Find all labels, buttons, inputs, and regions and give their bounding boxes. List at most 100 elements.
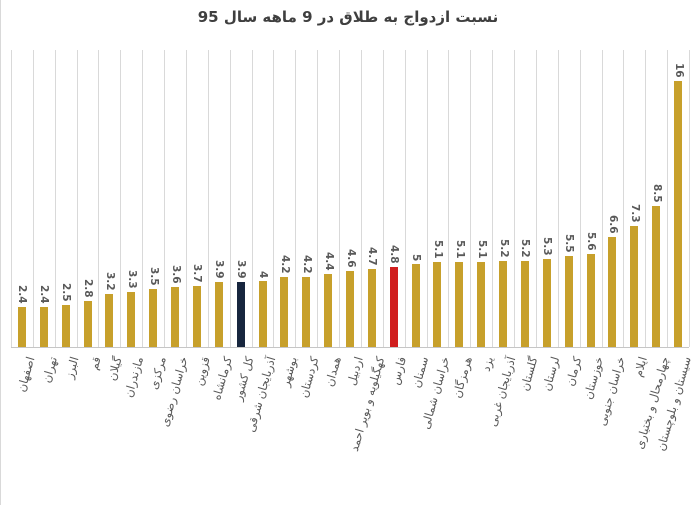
gridline bbox=[142, 50, 143, 347]
bar bbox=[62, 305, 70, 347]
gridline bbox=[405, 50, 406, 347]
bar bbox=[455, 262, 463, 347]
gridline bbox=[339, 50, 340, 347]
bar-value-label: 3.6 bbox=[170, 265, 182, 284]
bar-value-label: 3.7 bbox=[191, 264, 203, 283]
category-label: قزوین bbox=[190, 355, 213, 388]
bar bbox=[171, 287, 179, 347]
bar-value-label: 4.8 bbox=[388, 245, 400, 264]
category-label: خوزستان bbox=[580, 355, 607, 401]
category-label: خراسان شمالی bbox=[418, 355, 453, 431]
bar bbox=[324, 274, 332, 347]
bar-value-label: 2.5 bbox=[60, 283, 72, 302]
gridline bbox=[252, 50, 253, 347]
gridline bbox=[230, 50, 231, 347]
bar bbox=[18, 307, 26, 347]
gridline bbox=[667, 50, 668, 347]
bar-value-label: 5.1 bbox=[476, 240, 488, 259]
bar bbox=[499, 261, 507, 347]
bar-value-label: 2.4 bbox=[38, 285, 50, 304]
bar-value-label: 4 bbox=[257, 270, 269, 278]
bar bbox=[40, 307, 48, 347]
bar bbox=[237, 282, 245, 347]
category-label: گیلان bbox=[104, 355, 125, 383]
bar-value-label: 5.5 bbox=[563, 234, 575, 253]
gridline bbox=[11, 50, 12, 347]
category-label: مرکزی bbox=[145, 355, 169, 391]
category-label: سیستان و بلوچستان bbox=[653, 355, 694, 453]
category-label: مازندران bbox=[121, 355, 147, 399]
bar-value-label: 2.4 bbox=[16, 285, 28, 304]
bar bbox=[390, 267, 398, 347]
gridline bbox=[514, 50, 515, 347]
category-label: آذربایجان شرقی bbox=[243, 355, 279, 434]
bar-value-label: 4.2 bbox=[279, 255, 291, 274]
category-label: اصفهان bbox=[14, 355, 38, 394]
bar bbox=[280, 277, 288, 347]
bar bbox=[674, 81, 682, 347]
gridline bbox=[427, 50, 428, 347]
bar bbox=[652, 206, 660, 347]
category-label: کرمان bbox=[562, 355, 585, 388]
bar-value-label: 4.2 bbox=[301, 255, 313, 274]
bar-value-label: 5.1 bbox=[454, 240, 466, 259]
bar-value-label: 4.6 bbox=[345, 249, 357, 268]
bar-value-label: 5.2 bbox=[519, 239, 531, 258]
gridline bbox=[98, 50, 99, 347]
category-label: کردستان bbox=[296, 355, 322, 400]
category-label: همدان bbox=[321, 355, 344, 389]
gridline bbox=[120, 50, 121, 347]
bar-value-label: 3.3 bbox=[126, 270, 138, 289]
bar-value-label: 3.9 bbox=[213, 260, 225, 279]
gridline bbox=[164, 50, 165, 347]
category-label: خراسان جنوبی bbox=[594, 355, 628, 428]
category-label: بوشهر bbox=[277, 355, 300, 389]
bar bbox=[105, 294, 113, 347]
bar-value-label: 16 bbox=[673, 63, 685, 78]
bar bbox=[149, 289, 157, 347]
bar-value-label: 4.7 bbox=[366, 247, 378, 266]
bar bbox=[587, 254, 595, 347]
bar bbox=[608, 237, 616, 347]
bar bbox=[259, 281, 267, 347]
bar-value-label: 4.4 bbox=[323, 252, 335, 271]
bar-value-label: 7.3 bbox=[629, 204, 641, 223]
category-label: خراسان رضوی bbox=[157, 355, 191, 429]
bar bbox=[630, 226, 638, 347]
category-label: کرمانشاه bbox=[208, 355, 235, 402]
gridline bbox=[77, 50, 78, 347]
bar-value-label: 5.1 bbox=[432, 240, 444, 259]
bar bbox=[346, 271, 354, 347]
bar bbox=[84, 301, 92, 347]
gridline bbox=[492, 50, 493, 347]
category-label: ایلام bbox=[630, 355, 650, 379]
bar-value-label: 5.2 bbox=[498, 239, 510, 258]
gridline bbox=[470, 50, 471, 347]
bar-value-label: 3.5 bbox=[148, 267, 160, 286]
plot-area: 2.4 2.4 2.5 2.8 3.2 3.3 3.5 3.6 3.7 3.9 3.9 4 4.2 4.2… bbox=[11, 50, 690, 348]
bar bbox=[565, 256, 573, 347]
category-label: فارس bbox=[388, 355, 410, 387]
gridline bbox=[580, 50, 581, 347]
gridline bbox=[273, 50, 274, 347]
category-axis: اصفهان تهران البرز قم گیلان مازندران مرکزی خراس… bbox=[11, 352, 693, 502]
gridline bbox=[558, 50, 559, 347]
gridline bbox=[186, 50, 187, 347]
category-label: البرز bbox=[61, 355, 82, 381]
gridline bbox=[689, 50, 690, 347]
gridline bbox=[33, 50, 34, 347]
category-label: آذربایجان غربی bbox=[485, 355, 519, 429]
category-label: لرستان bbox=[539, 355, 563, 393]
bar bbox=[302, 277, 310, 347]
bar bbox=[477, 262, 485, 347]
category-label: هرمزگان bbox=[449, 355, 475, 400]
category-label: اردبیل bbox=[343, 355, 366, 387]
gridline bbox=[55, 50, 56, 347]
category-label: یزد bbox=[478, 355, 497, 373]
gridline bbox=[208, 50, 209, 347]
gridline bbox=[295, 50, 296, 347]
category-label: تهران bbox=[38, 355, 60, 385]
gridline bbox=[383, 50, 384, 347]
bar-value-label: 2.8 bbox=[82, 279, 94, 298]
